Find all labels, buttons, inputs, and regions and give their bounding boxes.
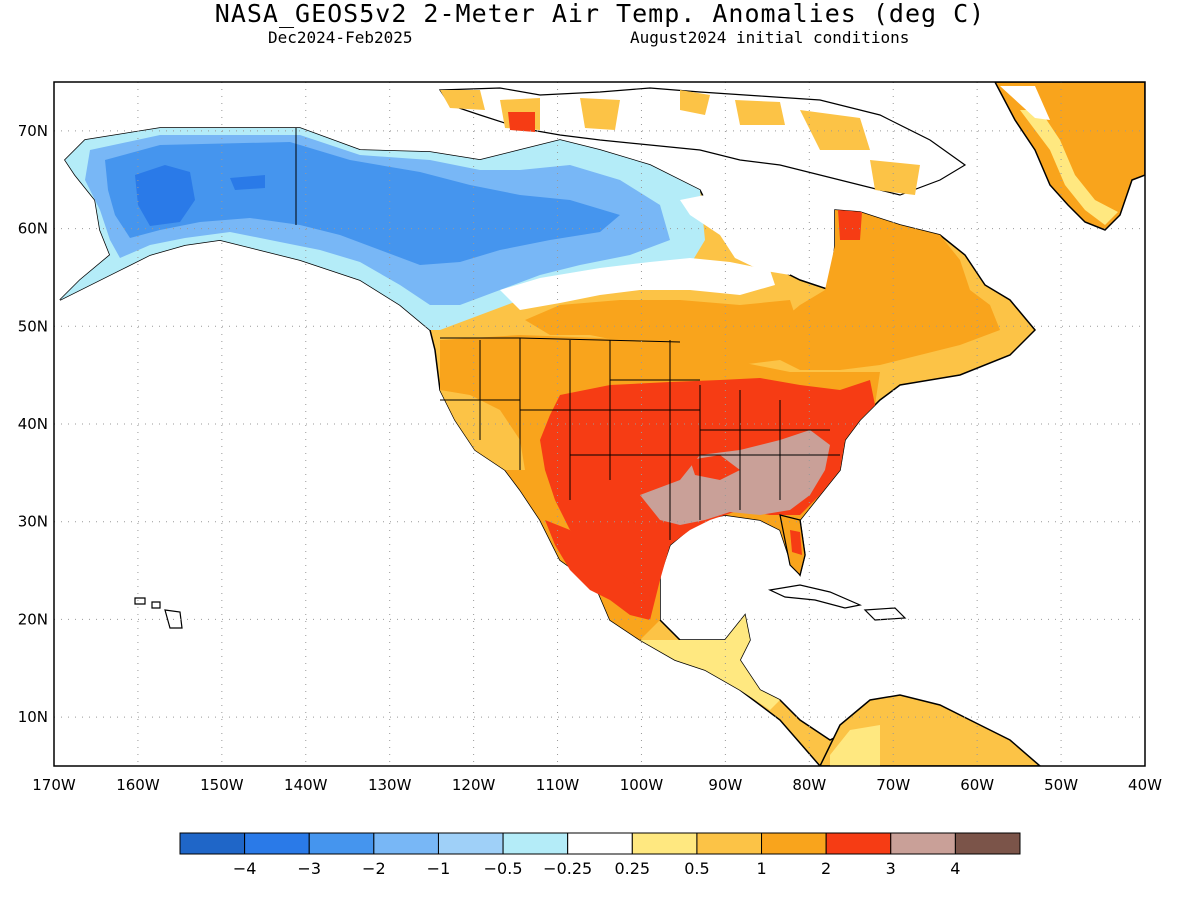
- colorbar-swatch: [308, 832, 375, 855]
- southwest-light-orange: [440, 390, 525, 470]
- south-america-yellow: [830, 725, 880, 766]
- colorbar-label: 0.5: [684, 859, 709, 878]
- colorbar-swatch: [502, 832, 569, 855]
- colorbar-label: 4: [950, 859, 960, 878]
- longitude-axis: 170W 160W 150W 140W 130W 120W 110W 100W 90W 80W 70…: [32, 776, 1162, 794]
- colorbar-label: 2: [821, 859, 831, 878]
- lat-tick-label: 30N: [18, 513, 48, 531]
- lon-tick-label: 80W: [792, 776, 826, 794]
- colorbar-swatch: [954, 832, 1021, 855]
- forecast-period: Dec2024-Feb2025: [268, 28, 413, 47]
- lon-tick-label: 50W: [1044, 776, 1078, 794]
- greenland-warm-edge: [1020, 110, 1118, 225]
- colorbar-swatch: [890, 832, 956, 855]
- map-frame: [53, 81, 1146, 767]
- lat-tick-label: 40N: [18, 415, 48, 433]
- lat-tick-label: 70N: [18, 122, 48, 140]
- lon-tick-label: 170W: [32, 776, 76, 794]
- lat-tick-label: 60N: [18, 220, 48, 238]
- cold-anomaly-blue-patch-2: [230, 175, 265, 190]
- mexico-red: [545, 520, 655, 620]
- lon-tick-label: 60W: [960, 776, 994, 794]
- lon-tick-label: 130W: [368, 776, 412, 794]
- colorbar-label: 0.25: [614, 859, 650, 878]
- lat-tick-label: 50N: [18, 317, 48, 335]
- hudson-bay-white: [680, 190, 800, 275]
- colorbar-label: −0.5: [484, 859, 523, 878]
- florida-red: [790, 530, 802, 555]
- cuba-island: [767, 584, 862, 609]
- colorbar-swatch: [437, 832, 504, 855]
- latitude-axis: 10N 20N 30N 40N 50N 60N 70N: [18, 122, 48, 726]
- colorbar-swatch: [179, 832, 246, 855]
- colorbar-label: −1: [427, 859, 451, 878]
- map-plot-area: [54, 82, 1145, 766]
- initial-conditions: August2024 initial conditions: [630, 28, 910, 47]
- colorbar-label: −2: [362, 859, 386, 878]
- colorbar-swatch: [373, 832, 439, 855]
- lon-tick-label: 150W: [200, 776, 244, 794]
- colorbar: [179, 832, 1021, 855]
- colorbar-labels: −4 −3 −2 −1 −0.5 −0.25 0.25 0.5 1 2 3 4: [233, 859, 961, 878]
- hispaniola-island: [863, 607, 907, 621]
- colorbar-label: −4: [233, 859, 257, 878]
- eastern-canada-orange: [770, 210, 1000, 370]
- lon-tick-label: 140W: [284, 776, 328, 794]
- colorbar-label: 1: [756, 859, 766, 878]
- colorbar-swatch: [244, 832, 310, 855]
- lon-tick-label: 100W: [620, 776, 664, 794]
- cold-anomaly-blue: [105, 142, 620, 265]
- lon-tick-label: 40W: [1128, 776, 1162, 794]
- southeast-brown: [640, 430, 830, 525]
- greenland-white-coast: [1000, 86, 1050, 120]
- colorbar-swatch: [696, 832, 763, 855]
- neutral-band-white: [500, 258, 775, 310]
- lat-tick-label: 10N: [18, 708, 48, 726]
- arctic-red-patch: [508, 112, 535, 132]
- eastern-canada-red: [838, 210, 862, 240]
- hawaii-islands: [134, 597, 183, 629]
- lon-tick-label: 90W: [708, 776, 742, 794]
- colorbar-swatch: [761, 832, 827, 855]
- colorbar-swatch: [631, 832, 698, 855]
- lat-tick-label: 20N: [18, 610, 48, 628]
- state-borders: [295, 128, 840, 540]
- lon-tick-label: 120W: [452, 776, 496, 794]
- lon-tick-label: 70W: [876, 776, 910, 794]
- colorbar-swatch: [567, 832, 633, 855]
- southeast-red-pocket: [690, 455, 740, 480]
- map-title: NASA_GEOS5v2 2-Meter Air Temp. Anomalies…: [214, 0, 986, 28]
- ontario-orange: [525, 300, 800, 365]
- arctic-warm-patches: [440, 90, 920, 195]
- central-america-yellow: [640, 615, 780, 710]
- colorbar-label: −0.25: [543, 859, 592, 878]
- colorbar-swatch: [825, 832, 892, 855]
- cold-anomaly-deep-blue: [135, 165, 195, 226]
- lon-tick-label: 110W: [536, 776, 580, 794]
- colorbar-label: 3: [886, 859, 896, 878]
- lon-tick-label: 160W: [116, 776, 160, 794]
- colorbar-label: −3: [297, 859, 321, 878]
